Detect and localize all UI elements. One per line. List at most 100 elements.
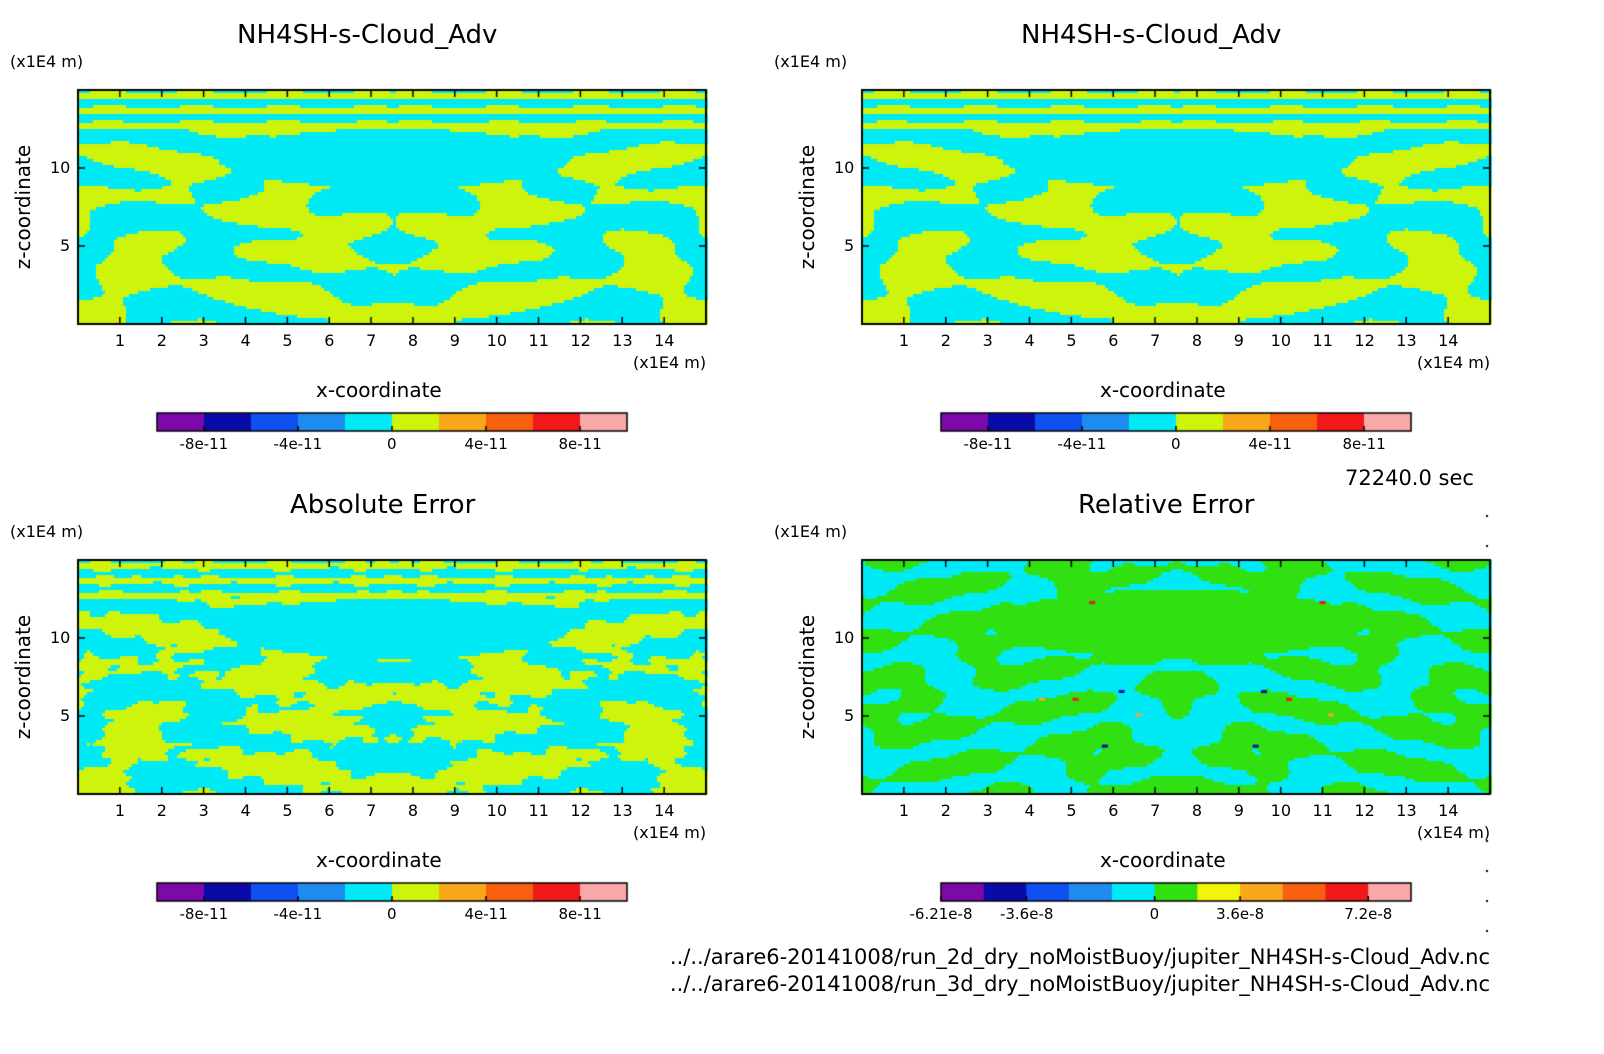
x-tick-label: 3 [198, 801, 209, 820]
x-tick-label: 5 [1066, 801, 1077, 820]
colorbar-label: -4e-11 [1057, 435, 1107, 453]
x-tick-label: 9 [449, 801, 460, 820]
colorbar-label: 4e-11 [464, 435, 508, 453]
x-tick-label: 13 [1396, 331, 1417, 350]
colorbar-label: 4e-11 [464, 905, 508, 923]
colorbar-label: -6.21e-8 [909, 905, 973, 923]
panel-3-y-unit: (x1E4 m) [10, 522, 84, 541]
panel-1-y-label: z-coordinate [11, 144, 36, 270]
x-tick-label: 10 [1270, 331, 1292, 350]
colorbar-label: 0 [1171, 435, 1181, 453]
y-tick-label: 10 [50, 628, 71, 647]
y-tick-label: 5 [844, 236, 855, 255]
panel-1-x-unit: (x1E4 m) [633, 353, 707, 372]
colorbar-label: -8e-11 [179, 905, 229, 923]
x-tick-label: 6 [324, 331, 335, 350]
colorbar-label: -4e-11 [273, 435, 323, 453]
x-tick-label: 10 [1270, 801, 1292, 820]
x-tick-label: 11 [1312, 801, 1333, 820]
y-tick-label: 5 [60, 236, 71, 255]
panel-3-x-label: x-coordinate [316, 848, 442, 872]
x-tick-label: 5 [282, 331, 293, 350]
x-tick-label: 2 [156, 801, 167, 820]
x-tick-label: 1 [114, 331, 126, 350]
panel-4-x-unit: (x1E4 m) [1417, 823, 1491, 842]
x-tick-label: 9 [1233, 331, 1244, 350]
x-tick-label: 1 [114, 801, 126, 820]
panel-2-x-unit: (x1E4 m) [1417, 353, 1491, 372]
x-tick-label: 2 [156, 331, 167, 350]
x-tick-label: 7 [1150, 331, 1161, 350]
x-tick-label: 6 [324, 801, 335, 820]
x-tick-label: 8 [407, 331, 419, 350]
colorbar-label: -3.6e-8 [999, 905, 1054, 923]
x-tick-label: 5 [282, 801, 293, 820]
x-tick-label: 13 [612, 801, 633, 820]
panel-4-y-unit: (x1E4 m) [774, 522, 848, 541]
panel-1-x-label: x-coordinate [316, 378, 442, 402]
panel-3-title: Absolute Error [290, 490, 476, 520]
x-tick-label: 2 [940, 331, 951, 350]
colorbar-label: 0 [1149, 905, 1160, 923]
panel-3-x-unit: (x1E4 m) [633, 823, 707, 842]
y-tick-label: 10 [834, 628, 855, 647]
colorbar-label: -8e-11 [179, 435, 229, 453]
file-path-1: ../../arare6-20141008/run_2d_dry_noMoist… [669, 945, 1490, 969]
colorbar-label: -4e-11 [273, 905, 323, 923]
x-tick-label: 14 [1438, 801, 1459, 820]
x-tick-label: 6 [1108, 801, 1119, 820]
colorbar-label: 3.6e-8 [1216, 905, 1265, 923]
panel-2-title: NH4SH-s-Cloud_Adv [1021, 20, 1282, 50]
x-tick-label: 10 [486, 801, 508, 820]
file-path-2: ../../arare6-20141008/run_3d_dry_noMoist… [669, 972, 1490, 996]
panel-4-title: Relative Error [1078, 490, 1255, 520]
x-tick-label: 12 [1354, 801, 1375, 820]
colorbar-label: 7.2e-8 [1344, 905, 1393, 923]
panel-3-y-label: z-coordinate [11, 614, 36, 740]
x-tick-label: 7 [366, 801, 377, 820]
colorbar-label: -8e-11 [963, 435, 1013, 453]
x-tick-label: 12 [570, 331, 591, 350]
y-tick-label: 10 [50, 158, 71, 177]
y-tick-label: 10 [834, 158, 855, 177]
x-tick-label: 7 [366, 331, 377, 350]
x-tick-label: 11 [528, 801, 549, 820]
x-tick-label: 11 [1312, 331, 1333, 350]
x-tick-label: 3 [198, 331, 209, 350]
colorbar-label: 8e-11 [558, 905, 602, 923]
x-tick-label: 9 [1233, 801, 1244, 820]
panel-1-title: NH4SH-s-Cloud_Adv [237, 20, 498, 50]
x-tick-label: 6 [1108, 331, 1119, 350]
x-tick-label: 13 [612, 331, 633, 350]
x-tick-label: 4 [1024, 331, 1035, 350]
panel-4-y-label: z-coordinate [795, 614, 820, 740]
x-tick-label: 8 [1191, 331, 1203, 350]
colorbar-label: 8e-11 [558, 435, 602, 453]
colorbar-label: 0 [387, 905, 397, 923]
x-tick-label: 11 [528, 331, 549, 350]
x-tick-label: 12 [570, 801, 591, 820]
x-tick-label: 14 [654, 801, 675, 820]
x-tick-label: 7 [1150, 801, 1161, 820]
time-label: 72240.0 sec [1345, 466, 1474, 490]
x-tick-label: 8 [407, 801, 419, 820]
panel-1-y-unit: (x1E4 m) [10, 52, 84, 71]
x-tick-label: 4 [1024, 801, 1035, 820]
x-tick-label: 14 [654, 331, 675, 350]
x-tick-label: 9 [449, 331, 460, 350]
x-tick-label: 5 [1066, 331, 1077, 350]
panel-2-x-label: x-coordinate [1100, 378, 1226, 402]
y-tick-label: 5 [60, 706, 71, 725]
x-tick-label: 8 [1191, 801, 1203, 820]
panel-2-y-unit: (x1E4 m) [774, 52, 848, 71]
x-tick-label: 3 [982, 801, 993, 820]
y-tick-label: 5 [844, 706, 855, 725]
x-tick-label: 10 [486, 331, 508, 350]
x-tick-label: 2 [940, 801, 951, 820]
x-tick-label: 13 [1396, 801, 1417, 820]
x-tick-label: 14 [1438, 331, 1459, 350]
colorbar-label: 8e-11 [1342, 435, 1386, 453]
x-tick-label: 1 [898, 801, 910, 820]
colorbar-label: 0 [387, 435, 397, 453]
